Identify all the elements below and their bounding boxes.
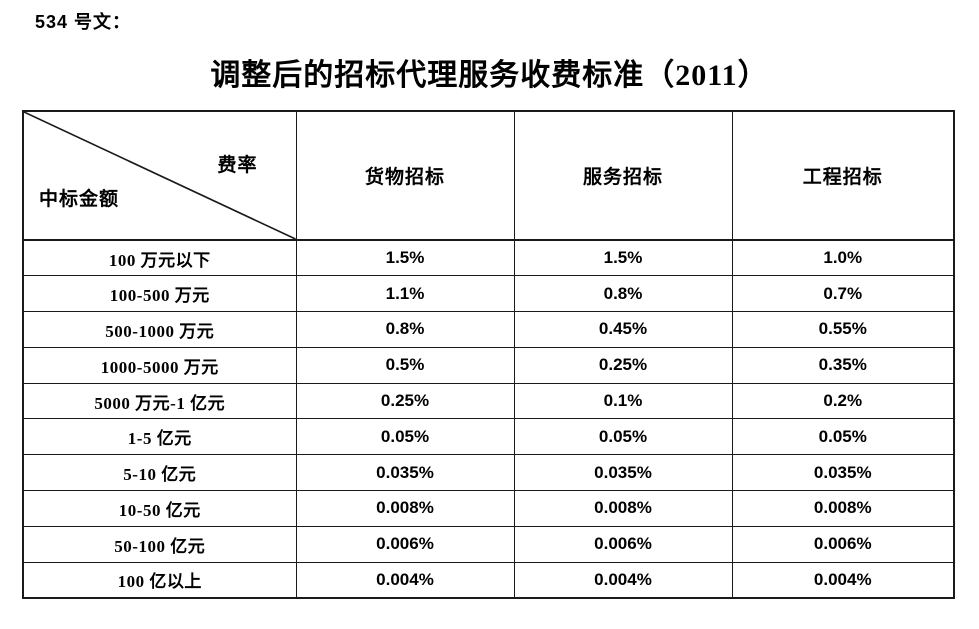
diagonal-corner-cell: 费率 中标金额: [22, 110, 297, 241]
table-row: 100-500 万元 1.1% 0.8% 0.7%: [22, 275, 955, 313]
rate-cell: 0.8%: [295, 311, 515, 348]
table-row: 1-5 亿元 0.05% 0.05% 0.05%: [22, 418, 955, 456]
table-row: 1000-5000 万元 0.5% 0.25% 0.35%: [22, 346, 955, 384]
rate-cell: 0.8%: [513, 275, 733, 313]
rate-cell: 0.05%: [731, 418, 955, 456]
corner-label-amount: 中标金额: [39, 189, 120, 210]
rate-cell: 0.008%: [295, 490, 515, 527]
table-row: 5-10 亿元 0.035% 0.035% 0.035%: [22, 454, 955, 492]
row-label: 100-500 万元: [22, 275, 297, 313]
rate-cell: 0.035%: [731, 454, 955, 492]
table-row: 50-100 亿元 0.006% 0.006% 0.006%: [22, 525, 955, 563]
rate-cell: 0.004%: [295, 561, 515, 599]
rate-cell: 1.5%: [513, 239, 733, 277]
page-title: 调整后的招标代理服务收费标准（2011）: [210, 59, 769, 92]
rate-cell: 0.006%: [513, 525, 733, 563]
rate-cell: 0.035%: [513, 454, 733, 492]
rate-cell: 0.1%: [513, 382, 733, 420]
rate-cell: 1.1%: [295, 275, 515, 313]
row-label: 10-50 亿元: [22, 490, 297, 527]
rate-cell: 0.7%: [731, 275, 955, 313]
rate-cell: 0.05%: [295, 418, 515, 456]
table-row: 100 亿以上 0.004% 0.004% 0.004%: [22, 561, 955, 599]
rate-cell: 0.008%: [513, 490, 733, 527]
rate-cell: 1.0%: [731, 239, 955, 277]
rate-cell: 0.55%: [731, 311, 955, 348]
table-header-row: 费率 中标金额 货物招标 服务招标 工程招标: [22, 110, 955, 241]
rate-cell: 0.006%: [731, 525, 955, 563]
table-row: 100 万元以下 1.5% 1.5% 1.0%: [22, 239, 955, 277]
rate-cell: 0.006%: [295, 525, 515, 563]
doc-number-label: 534 号文：: [35, 12, 132, 32]
row-label: 5-10 亿元: [22, 454, 297, 492]
diagonal-line: [24, 112, 296, 239]
rate-cell: 0.05%: [513, 418, 733, 456]
rate-cell: 0.035%: [295, 454, 515, 492]
rate-cell: 1.5%: [295, 239, 515, 277]
row-label: 1000-5000 万元: [22, 346, 297, 384]
table-row: 5000 万元-1 亿元 0.25% 0.1% 0.2%: [22, 382, 955, 420]
corner-label-rate: 费率: [217, 155, 258, 176]
rate-cell: 0.5%: [295, 346, 515, 384]
column-header-goods: 货物招标: [295, 110, 515, 241]
row-label: 50-100 亿元: [22, 525, 297, 563]
column-header-services: 服务招标: [513, 110, 733, 241]
rate-cell: 0.004%: [731, 561, 955, 599]
row-label: 100 亿以上: [22, 561, 297, 599]
row-label: 500-1000 万元: [22, 311, 297, 348]
rate-cell: 0.2%: [731, 382, 955, 420]
rate-cell: 0.008%: [731, 490, 955, 527]
table-row: 10-50 亿元 0.008% 0.008% 0.008%: [22, 490, 955, 527]
table-row: 500-1000 万元 0.8% 0.45% 0.55%: [22, 311, 955, 348]
rate-cell: 0.45%: [513, 311, 733, 348]
row-label: 100 万元以下: [22, 239, 297, 277]
rate-cell: 0.004%: [513, 561, 733, 599]
fee-standard-table: 费率 中标金额 货物招标 服务招标 工程招标 100 万元以下 1.5% 1.5…: [22, 110, 955, 599]
row-label: 1-5 亿元: [22, 418, 297, 456]
column-header-engineering: 工程招标: [731, 110, 955, 241]
rate-cell: 0.25%: [295, 382, 515, 420]
row-label: 5000 万元-1 亿元: [22, 382, 297, 420]
rate-cell: 0.25%: [513, 346, 733, 384]
rate-cell: 0.35%: [731, 346, 955, 384]
